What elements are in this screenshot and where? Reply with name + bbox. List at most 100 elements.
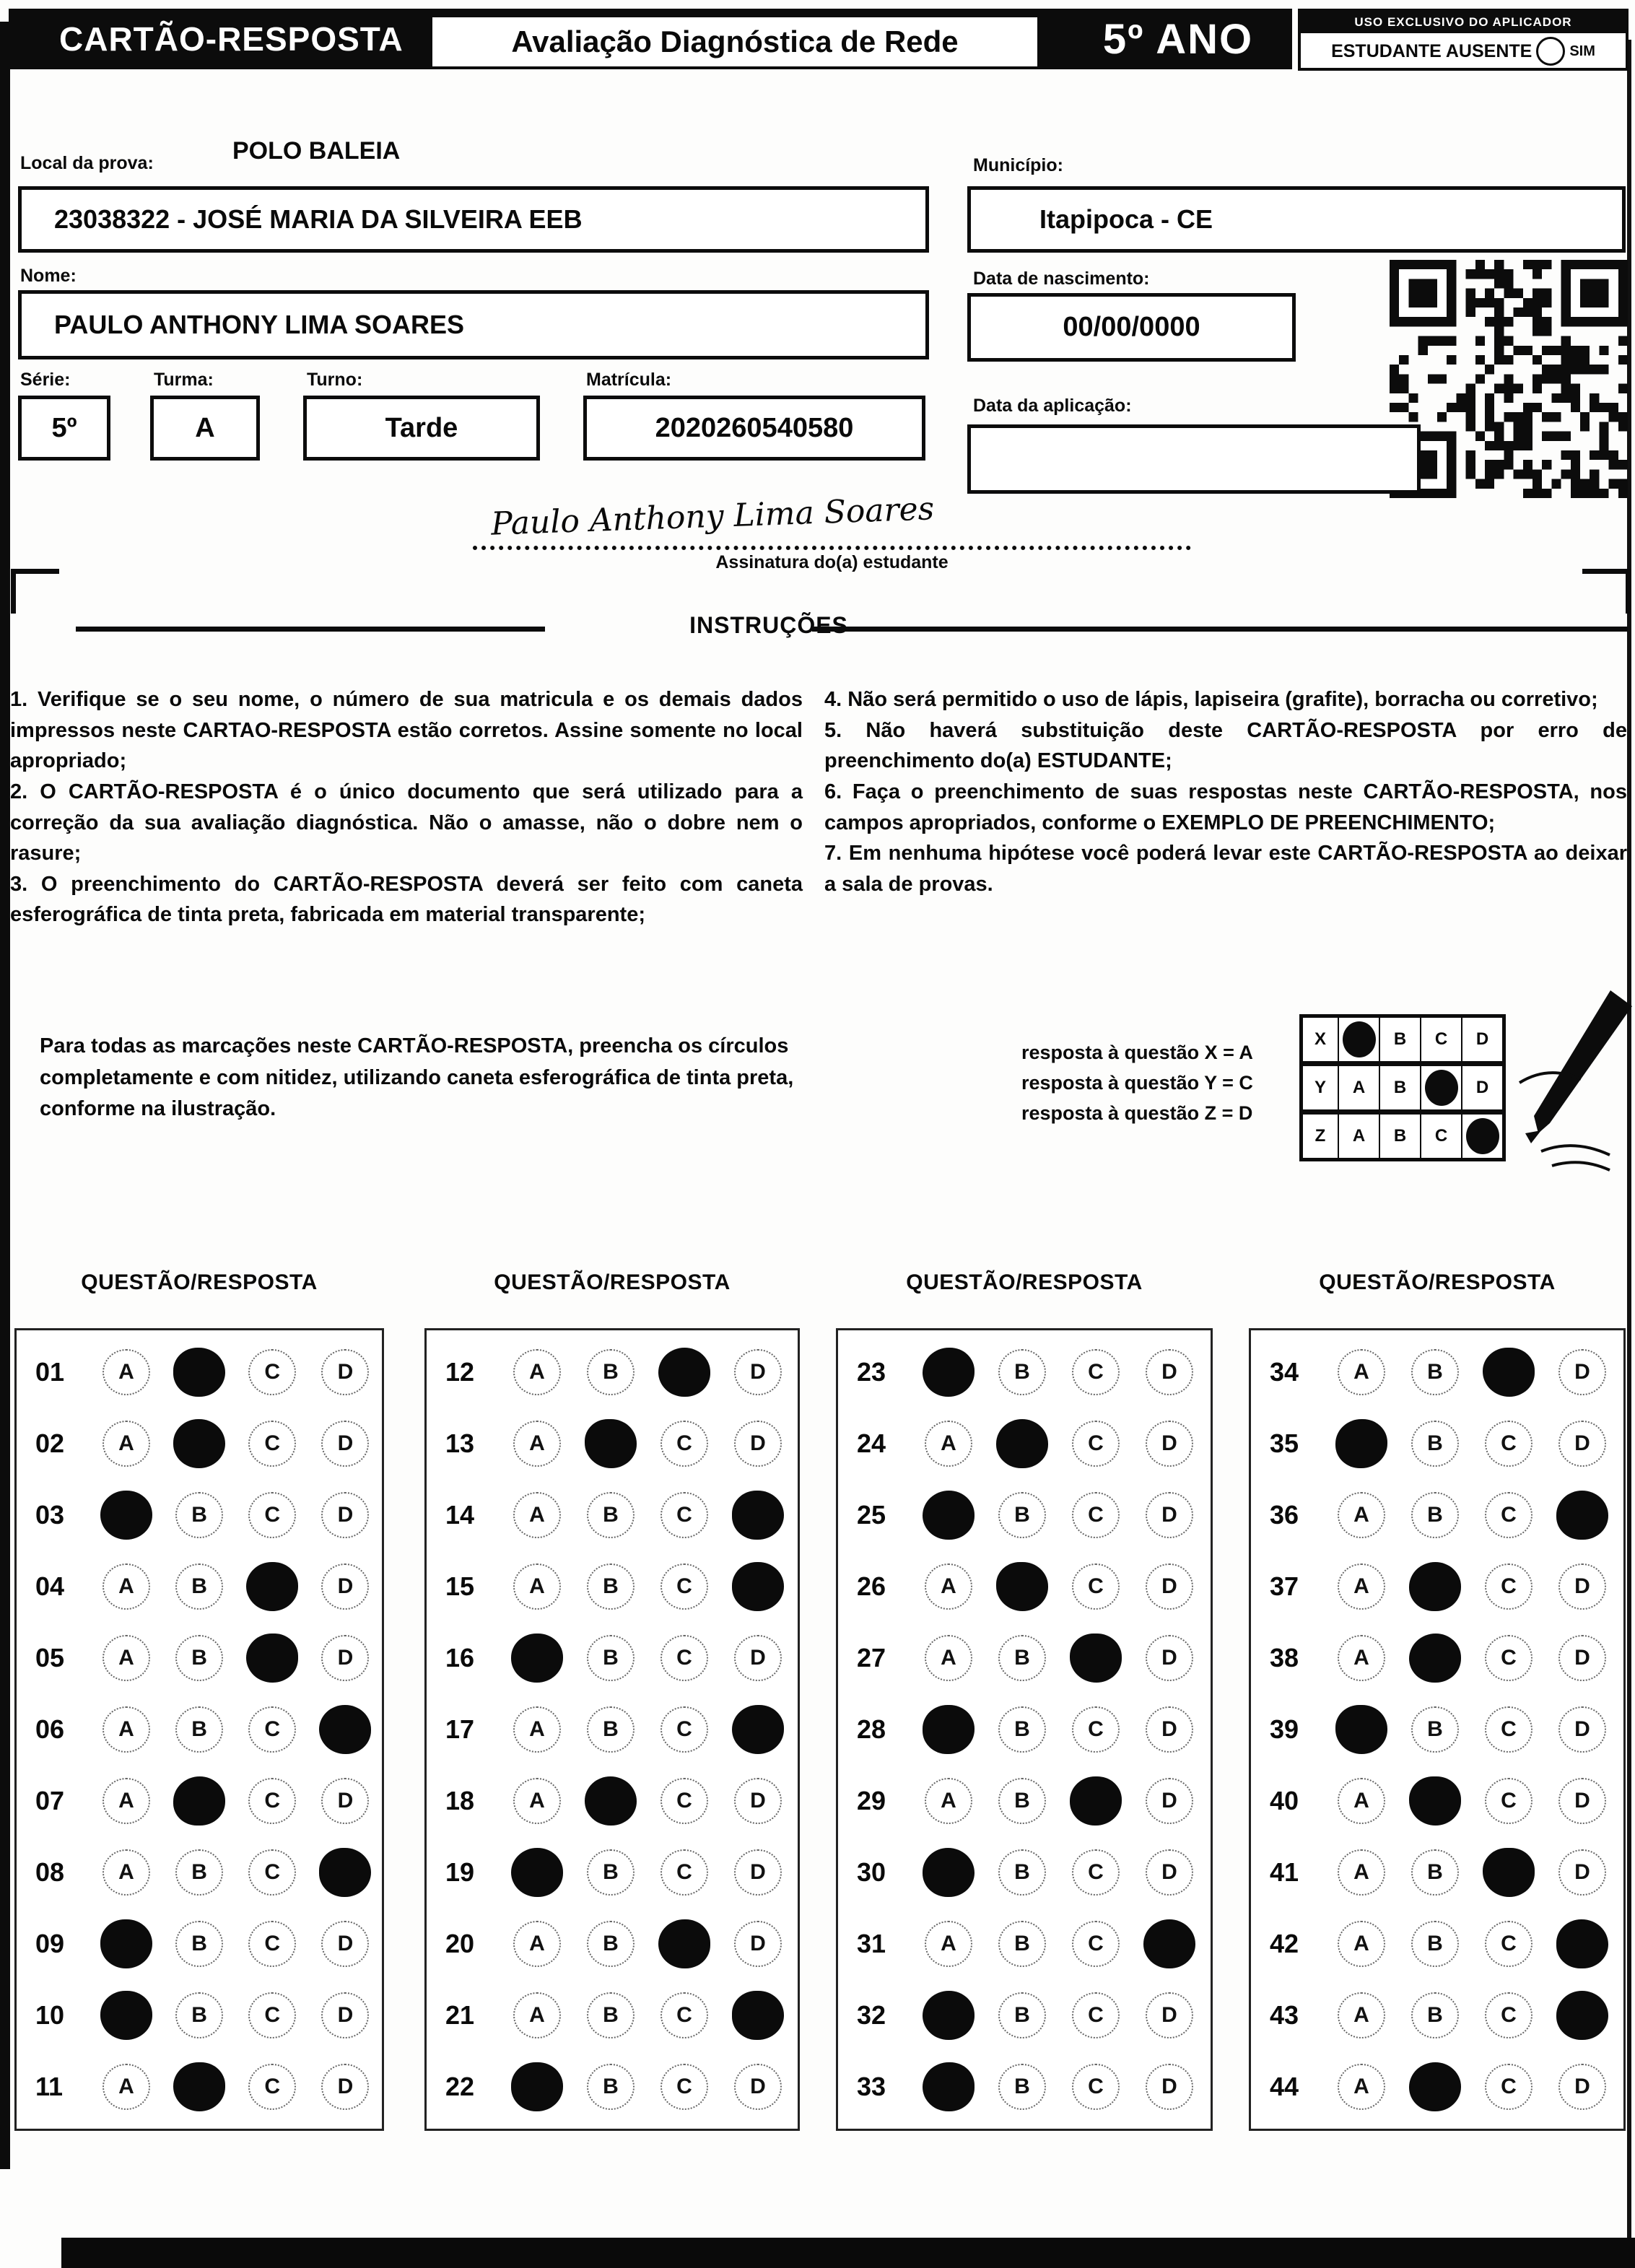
answer-bubble-filled[interactable]: C (658, 1919, 710, 1969)
answer-bubble[interactable]: C (660, 1992, 708, 2039)
answer-bubble-filled[interactable]: B (1409, 2062, 1461, 2112)
answer-bubble[interactable]: B (1411, 1921, 1459, 1968)
answer-bubble[interactable]: B (998, 1849, 1046, 1896)
answer-bubble[interactable]: C (1485, 1921, 1532, 1968)
answer-bubble[interactable]: A (925, 1634, 972, 1681)
answer-bubble[interactable]: B (587, 1849, 635, 1896)
answer-bubble[interactable]: B (587, 1634, 635, 1681)
answer-bubble[interactable]: D (734, 1348, 782, 1395)
answer-bubble[interactable]: B (1411, 1849, 1459, 1896)
answer-bubble[interactable]: B (175, 1992, 224, 2039)
answer-bubble[interactable]: C (1485, 2064, 1532, 2111)
answer-bubble[interactable]: B (587, 1992, 635, 2039)
answer-bubble[interactable]: C (1485, 1420, 1532, 1467)
answer-bubble[interactable]: C (248, 1491, 297, 1538)
answer-bubble-filled[interactable]: D (732, 1490, 784, 1540)
answer-bubble-filled[interactable]: D (732, 1561, 784, 1611)
answer-bubble[interactable]: D (1558, 1706, 1606, 1753)
answer-bubble[interactable]: B (998, 1921, 1046, 1968)
answer-bubble[interactable]: B (175, 1706, 224, 1753)
answer-bubble[interactable]: C (1072, 1491, 1120, 1538)
answer-bubble[interactable]: A (1338, 1491, 1385, 1538)
answer-bubble[interactable]: D (321, 1348, 370, 1395)
answer-bubble[interactable]: D (1558, 1348, 1606, 1395)
answer-bubble[interactable]: D (1146, 1420, 1193, 1467)
answer-bubble[interactable]: C (248, 1921, 297, 1968)
answer-bubble-filled[interactable]: C (1070, 1776, 1122, 1826)
answer-bubble-filled[interactable]: A (923, 1991, 975, 2041)
answer-bubble[interactable]: C (248, 1348, 297, 1395)
answer-bubble[interactable]: C (248, 1992, 297, 2039)
answer-bubble[interactable]: C (1485, 1491, 1532, 1538)
answer-bubble[interactable]: D (1146, 2064, 1193, 2111)
answer-bubble[interactable]: B (998, 1992, 1046, 2039)
answer-bubble[interactable]: B (175, 1491, 224, 1538)
answer-bubble[interactable]: D (734, 1778, 782, 1824)
answer-bubble[interactable]: A (925, 1420, 972, 1467)
answer-bubble[interactable]: D (1146, 1706, 1193, 1753)
answer-bubble[interactable]: C (248, 1706, 297, 1753)
answer-bubble[interactable]: A (1338, 2064, 1385, 2111)
answer-bubble[interactable]: A (925, 1921, 972, 1968)
answer-bubble[interactable]: D (1146, 1778, 1193, 1824)
answer-bubble[interactable]: D (734, 1849, 782, 1896)
answer-bubble[interactable]: C (660, 1563, 708, 1610)
answer-bubble[interactable]: B (998, 1706, 1046, 1753)
answer-bubble[interactable]: C (1072, 1921, 1120, 1968)
answer-bubble[interactable]: B (587, 1491, 635, 1538)
answer-bubble[interactable]: A (513, 1348, 561, 1395)
answer-bubble[interactable]: C (1072, 1849, 1120, 1896)
answer-bubble[interactable]: D (1558, 1778, 1606, 1824)
answer-bubble-filled[interactable]: B (173, 1776, 226, 1826)
answer-bubble-filled[interactable]: B (173, 2062, 226, 2112)
answer-bubble-filled[interactable]: A (1335, 1704, 1387, 1754)
answer-bubble[interactable]: B (175, 1563, 224, 1610)
absent-bubble[interactable] (1536, 37, 1566, 66)
answer-bubble-filled[interactable]: B (996, 1561, 1048, 1611)
aplicacao-field[interactable] (967, 424, 1421, 494)
answer-bubble[interactable]: B (998, 1491, 1046, 1538)
answer-bubble-filled[interactable]: B (585, 1776, 637, 1826)
answer-bubble-filled[interactable]: A (511, 1633, 563, 1683)
answer-bubble-filled[interactable]: B (173, 1347, 226, 1397)
answer-bubble[interactable]: B (587, 1706, 635, 1753)
answer-bubble-filled[interactable]: C (658, 1347, 710, 1397)
answer-bubble[interactable]: D (321, 1420, 370, 1467)
answer-bubble[interactable]: D (1146, 1491, 1193, 1538)
answer-bubble-filled[interactable]: A (511, 1848, 563, 1898)
answer-bubble[interactable]: B (998, 1634, 1046, 1681)
answer-bubble-filled[interactable]: D (1556, 1991, 1608, 2041)
answer-bubble-filled[interactable]: D (732, 1991, 784, 2041)
answer-bubble[interactable]: C (660, 1778, 708, 1824)
answer-bubble-filled[interactable]: A (923, 1347, 975, 1397)
answer-bubble[interactable]: D (1558, 2064, 1606, 2111)
answer-bubble[interactable]: A (102, 1563, 150, 1610)
answer-bubble-filled[interactable]: C (1483, 1848, 1535, 1898)
answer-bubble[interactable]: D (1146, 1348, 1193, 1395)
answer-bubble[interactable]: A (513, 1778, 561, 1824)
answer-bubble[interactable]: B (587, 1348, 635, 1395)
answer-bubble[interactable]: A (1338, 1778, 1385, 1824)
answer-bubble[interactable]: A (513, 1992, 561, 2039)
answer-bubble[interactable]: D (1558, 1849, 1606, 1896)
answer-bubble[interactable]: D (1146, 1563, 1193, 1610)
answer-bubble[interactable]: D (1146, 1634, 1193, 1681)
answer-bubble[interactable]: C (1485, 1634, 1532, 1681)
answer-bubble[interactable]: A (1338, 1348, 1385, 1395)
answer-bubble-filled[interactable]: B (1409, 1561, 1461, 1611)
answer-bubble[interactable]: D (1558, 1563, 1606, 1610)
answer-bubble[interactable]: D (734, 2064, 782, 2111)
answer-bubble-filled[interactable]: A (100, 1490, 152, 1540)
answer-bubble[interactable]: C (248, 2064, 297, 2111)
answer-bubble-filled[interactable]: C (1070, 1633, 1122, 1683)
answer-bubble[interactable]: A (1338, 1921, 1385, 1968)
answer-bubble[interactable]: A (102, 1348, 150, 1395)
answer-bubble[interactable]: C (248, 1778, 297, 1824)
answer-bubble[interactable]: C (248, 1849, 297, 1896)
answer-bubble[interactable]: A (513, 1491, 561, 1538)
answer-bubble[interactable]: D (1558, 1634, 1606, 1681)
answer-bubble[interactable]: D (321, 1921, 370, 1968)
answer-bubble[interactable]: C (660, 1491, 708, 1538)
answer-bubble-filled[interactable]: D (1143, 1919, 1195, 1969)
answer-bubble[interactable]: D (734, 1420, 782, 1467)
